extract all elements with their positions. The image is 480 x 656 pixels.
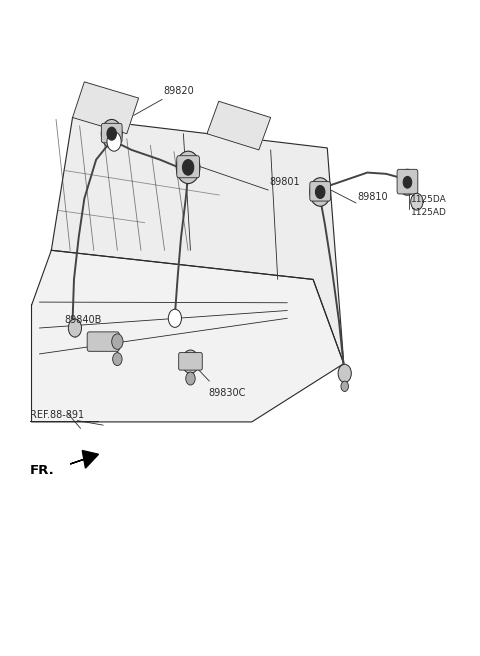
Text: 1125AD: 1125AD (411, 207, 446, 216)
Text: 89810: 89810 (357, 192, 387, 201)
Circle shape (403, 176, 412, 188)
Text: 89830C: 89830C (208, 388, 245, 398)
Circle shape (68, 319, 82, 337)
Text: FR.: FR. (30, 464, 55, 477)
Text: 89840B: 89840B (64, 315, 102, 325)
Circle shape (107, 132, 121, 151)
Circle shape (398, 169, 417, 195)
Polygon shape (207, 101, 271, 150)
Circle shape (168, 309, 181, 327)
Polygon shape (32, 251, 344, 422)
FancyBboxPatch shape (177, 155, 199, 178)
Text: 89820: 89820 (163, 86, 194, 96)
Circle shape (186, 372, 195, 385)
Text: 89801: 89801 (269, 178, 300, 188)
Circle shape (112, 334, 123, 350)
Circle shape (176, 151, 200, 184)
Text: REF.88-891: REF.88-891 (30, 410, 84, 420)
Circle shape (101, 119, 122, 148)
Circle shape (107, 127, 117, 140)
Text: 1125DA: 1125DA (411, 195, 446, 203)
Circle shape (315, 186, 325, 199)
Circle shape (182, 350, 199, 373)
FancyBboxPatch shape (87, 332, 119, 352)
Circle shape (113, 353, 122, 365)
FancyBboxPatch shape (179, 353, 202, 370)
Circle shape (411, 194, 423, 210)
FancyArrow shape (70, 451, 98, 468)
Circle shape (182, 159, 194, 175)
Circle shape (310, 178, 331, 206)
FancyBboxPatch shape (397, 169, 418, 194)
Circle shape (338, 364, 351, 382)
Circle shape (341, 381, 348, 392)
FancyBboxPatch shape (310, 182, 331, 201)
Polygon shape (51, 117, 344, 363)
FancyBboxPatch shape (101, 123, 122, 143)
Polygon shape (72, 82, 139, 134)
